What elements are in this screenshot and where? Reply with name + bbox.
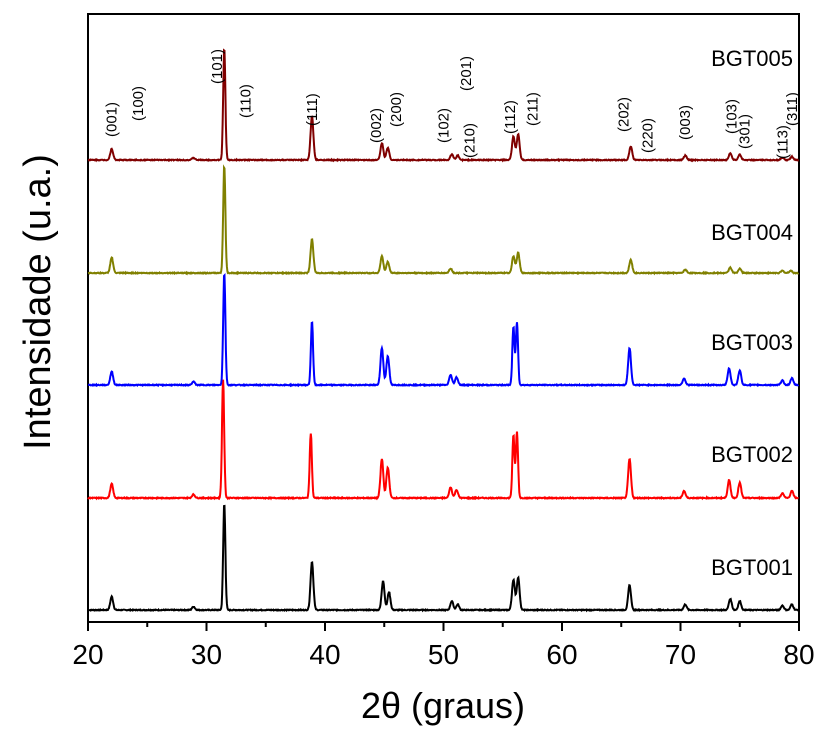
series-label-bgt005: BGT005 [711, 46, 793, 71]
peak-label: (002) [368, 108, 385, 143]
peak-label: (202) [616, 97, 633, 132]
series-line-bgt003 [87, 273, 800, 388]
peak-label: (003) [677, 105, 694, 140]
peak-label: (112) [502, 100, 519, 134]
x-tick-label: 80 [783, 639, 814, 670]
series-label-bgt003: BGT003 [711, 330, 793, 355]
peak-label: (311) [784, 92, 801, 126]
x-tick-label: 30 [191, 639, 222, 670]
peak-label: (210) [462, 123, 479, 158]
peak-label: (220) [639, 118, 656, 153]
series-line-bgt005 [87, 48, 800, 163]
peak-label: (301) [737, 114, 754, 149]
y-axis-label: Intensidade (u.a.) [17, 154, 59, 450]
peak-label: (201) [458, 56, 475, 91]
series-label-bgt002: BGT002 [711, 442, 793, 467]
peak-label: (111) [304, 93, 321, 126]
series-line-bgt004 [87, 164, 800, 276]
series-label-bgt001: BGT001 [711, 555, 793, 580]
x-tick-label: 70 [665, 639, 696, 670]
peak-label: (103) [724, 99, 741, 134]
peak-labels: (001) (100) (101) (110) (111) (002) (200) (102)… [104, 49, 801, 159]
plot-area: BGT001 BGT002 BGT003 BGT004 BGT005 (001) (100… [72, 13, 815, 670]
x-tick-label: 20 [72, 639, 103, 670]
peak-label: (001) [104, 102, 121, 137]
peak-label: (100) [130, 86, 147, 121]
traces [87, 48, 800, 613]
peak-label: (200) [388, 92, 405, 127]
peak-label: (101) [209, 49, 226, 84]
x-ticks: 20 30 40 50 60 70 80 [72, 622, 815, 670]
peak-label: (211) [524, 92, 541, 126]
x-tick-label: 60 [546, 639, 577, 670]
x-tick-label: 40 [309, 639, 340, 670]
series-line-bgt002 [87, 379, 799, 501]
peak-label: (113) [774, 125, 791, 159]
peak-label: (102) [436, 108, 453, 143]
series-labels: BGT001 BGT002 BGT003 BGT004 BGT005 [711, 46, 793, 580]
peak-label: (110) [238, 84, 255, 118]
x-axis-label: 2θ (graus) [361, 685, 525, 726]
series-label-bgt004: BGT004 [711, 220, 793, 245]
series-line-bgt001 [87, 504, 800, 613]
x-tick-label: 50 [428, 639, 459, 670]
